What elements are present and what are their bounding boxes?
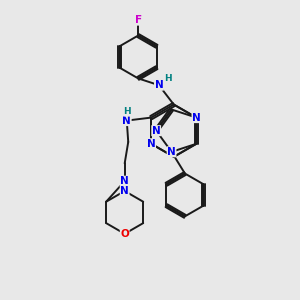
Text: N: N <box>122 116 131 126</box>
Text: N: N <box>154 80 163 90</box>
Text: N: N <box>192 112 201 123</box>
Text: H: H <box>165 74 172 83</box>
Text: N: N <box>147 139 155 149</box>
Text: N: N <box>167 147 176 157</box>
Text: O: O <box>120 229 129 239</box>
Text: N: N <box>120 186 129 196</box>
Text: F: F <box>134 15 142 25</box>
Text: H: H <box>124 107 131 116</box>
Text: N: N <box>152 126 161 136</box>
Text: N: N <box>120 176 129 186</box>
